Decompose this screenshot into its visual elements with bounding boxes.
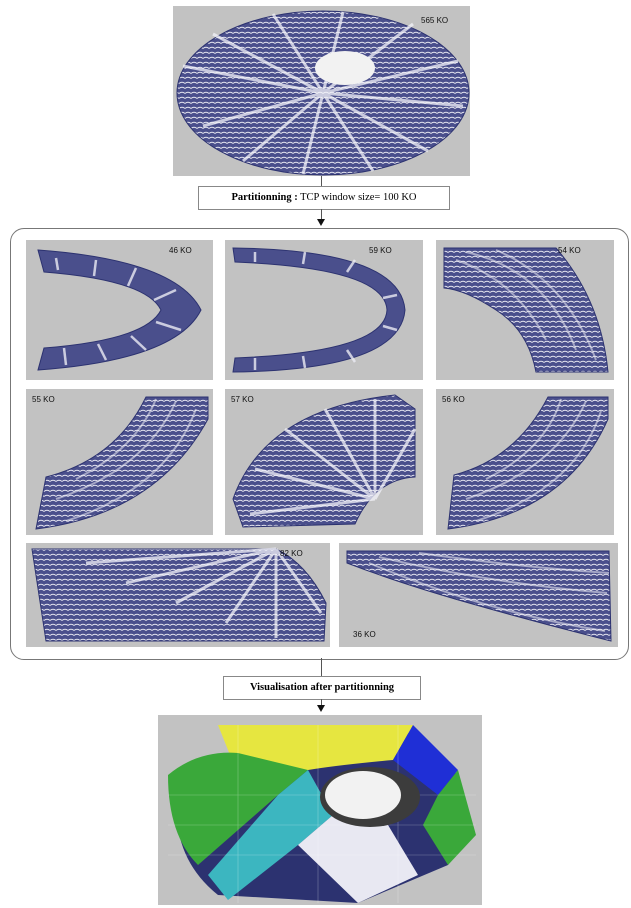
partitions-group [10, 228, 629, 660]
partition-4-image: 55 KO [26, 389, 213, 535]
partition-step-label-bold: Partitionning : [231, 192, 298, 203]
down-arrow-icon [317, 705, 325, 712]
down-arrow-icon [317, 219, 325, 226]
partition-3-size-label: 54 KO [558, 246, 581, 255]
partition-5-size-label: 57 KO [231, 395, 254, 404]
partition-6-size-label: 56 KO [442, 395, 465, 404]
partition-step-label-rest: TCP window size= 100 KO [297, 192, 417, 203]
partition-7-size-label: 82 KO [280, 549, 303, 558]
partition-2-size-label: 59 KO [369, 246, 392, 255]
partition-1-size-label: 46 KO [169, 246, 192, 255]
partition-7-image: 82 KO [26, 543, 330, 647]
full-model-size-label: 565 KO [421, 16, 449, 25]
visualisation-step-label: Visualisation after partitionning [223, 676, 421, 700]
partition-5-image: 57 KO [225, 389, 423, 535]
visualisation-image [158, 715, 482, 905]
connector-line [321, 176, 322, 186]
partition-4-size-label: 55 KO [32, 395, 55, 404]
partition-2-image: 59 KO [225, 240, 423, 380]
partition-3-image: 54 KO [436, 240, 614, 380]
full-model-image: 565 KO [173, 6, 470, 176]
partition-step-label: Partitionning : TCP window size= 100 KO [198, 186, 450, 210]
connector-line [321, 658, 322, 676]
visualisation-step-label-text: Visualisation after partitionning [249, 682, 395, 693]
partition-6-image: 56 KO [436, 389, 614, 535]
partition-1-image: 46 KO [26, 240, 213, 380]
partition-8-size-label: 36 KO [353, 630, 376, 639]
partition-8-image: 36 KO [339, 543, 618, 647]
connector-line [321, 699, 322, 707]
connector-line [321, 209, 322, 221]
